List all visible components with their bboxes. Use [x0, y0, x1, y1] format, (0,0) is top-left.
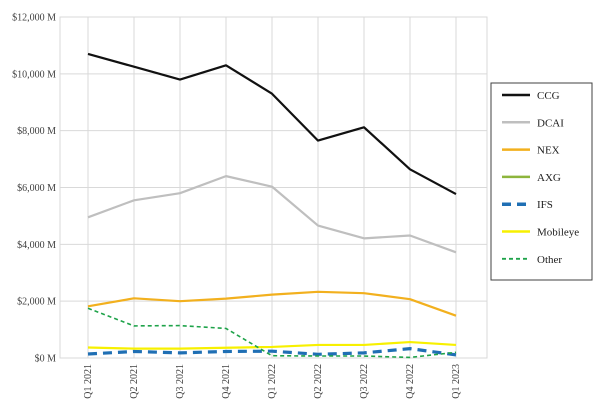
x-tick-label: Q2 2022 — [313, 364, 324, 399]
x-tick-label: Q4 2021 — [221, 364, 232, 399]
legend-item-nex: NEX — [502, 145, 560, 157]
x-tick-label: Q4 2022 — [405, 364, 416, 399]
x-tick-label: Q1 2021 — [83, 364, 94, 399]
y-tick-label: $4,000 M — [17, 240, 56, 251]
legend-label: DCAI — [537, 117, 564, 129]
series-ifs — [87, 347, 457, 357]
y-axis-ticks: $0 M $2,000 M $4,000 M $6,000 M $8,000 M $10,… — [12, 13, 56, 365]
legend-item-axg: AXG — [502, 172, 561, 184]
legend-label: IFS — [537, 199, 553, 211]
series-nex — [87, 290, 457, 317]
x-tick-label: Q1 2022 — [267, 364, 278, 399]
legend-label: Other — [537, 254, 562, 266]
y-tick-label: $6,000 M — [17, 183, 56, 194]
y-tick-label: $8,000 M — [17, 126, 56, 137]
legend-label: AXG — [537, 172, 561, 184]
legend-item-ifs: IFS — [502, 199, 553, 211]
series-lines — [87, 52, 457, 359]
legend-item-ccg: CCG — [502, 90, 560, 102]
legend-label: CCG — [537, 90, 560, 102]
series-other — [87, 307, 457, 359]
y-tick-label: $10,000 M — [12, 69, 56, 80]
legend-item-dcai: DCAI — [502, 117, 564, 129]
y-tick-label: $0 M — [35, 354, 57, 365]
legend-label: NEX — [537, 145, 560, 157]
legend-item-mobileye: Mobileye — [502, 227, 579, 239]
legend-label: Mobileye — [537, 227, 579, 239]
x-tick-label: Q3 2022 — [359, 364, 370, 399]
legend-item-other: Other — [502, 254, 562, 266]
series-dcai — [87, 175, 457, 254]
x-axis-ticks: Q1 2021 Q2 2021 Q3 2021 Q4 2021 Q1 2022 Q2 20… — [83, 364, 462, 399]
x-tick-label: Q3 2021 — [175, 364, 186, 399]
x-tick-label: Q2 2021 — [129, 364, 140, 399]
y-tick-label: $12,000 M — [12, 13, 56, 24]
legend-box — [490, 82, 593, 281]
series-mobileye — [87, 340, 457, 350]
x-tick-label: Q1 2023 — [451, 364, 462, 399]
series-line-other — [87, 307, 457, 359]
series-ccg — [87, 52, 457, 196]
legend: CCG DCAI NEX AXG IFS Mobileye Other — [490, 82, 593, 281]
y-tick-label: $2,000 M — [17, 297, 56, 308]
